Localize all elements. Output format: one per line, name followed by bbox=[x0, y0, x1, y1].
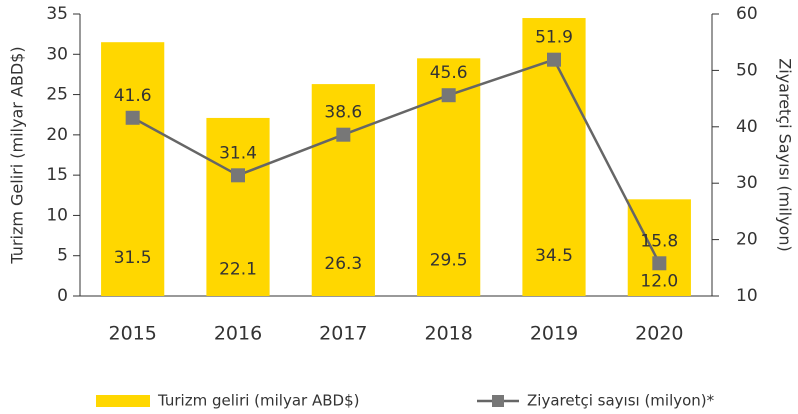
y2-tick-label: 60 bbox=[736, 4, 758, 24]
bar bbox=[311, 84, 375, 297]
y-tick-label: 10 bbox=[46, 205, 68, 225]
line-value-label: 15.8 bbox=[640, 231, 678, 251]
y2-tick-label: 30 bbox=[736, 173, 758, 193]
x-tick-label: 2020 bbox=[635, 323, 683, 345]
line-value-label: 51.9 bbox=[535, 28, 573, 48]
x-tick-label: 2015 bbox=[108, 323, 156, 345]
line-marker bbox=[441, 88, 456, 103]
line-marker bbox=[231, 168, 245, 183]
line-value-label: 31.4 bbox=[219, 143, 257, 163]
y-tick-label: 25 bbox=[46, 85, 68, 105]
line-marker bbox=[336, 127, 351, 142]
line-marker bbox=[125, 110, 140, 125]
legend-label: Ziyaretçi sayısı (milyon)* bbox=[527, 392, 715, 410]
bar-value-label: 12.0 bbox=[640, 271, 678, 291]
line bbox=[132, 58, 661, 264]
bar-value-label: 34.5 bbox=[535, 246, 573, 266]
y-tick-label: 15 bbox=[46, 165, 68, 185]
legend-label: Turizm geliri (milyar ABD$) bbox=[157, 392, 359, 410]
y-tick-label: 30 bbox=[46, 44, 68, 64]
x-tick-label: 2019 bbox=[530, 323, 578, 345]
y2-tick-label: 10 bbox=[736, 286, 758, 306]
y2-tick-label: 50 bbox=[736, 60, 758, 80]
bar-value-label: 26.3 bbox=[324, 254, 362, 274]
x-tick-label: 2016 bbox=[214, 323, 262, 345]
y2-tick-label: 20 bbox=[736, 230, 758, 250]
y-tick-label: 20 bbox=[46, 125, 68, 145]
legend-swatch bbox=[96, 395, 150, 407]
y-tick-label: 35 bbox=[46, 4, 68, 24]
x-tick-label: 2018 bbox=[424, 323, 472, 345]
legend-marker bbox=[492, 395, 504, 407]
line-marker bbox=[547, 52, 561, 67]
y-tick-label: 5 bbox=[57, 246, 68, 266]
y2-tick-label: 40 bbox=[736, 117, 758, 137]
y2-axis-title: Ziyaretçi Sayısı (milyon) bbox=[776, 58, 795, 251]
bar bbox=[101, 42, 165, 297]
bar bbox=[627, 199, 691, 296]
bar-value-label: 29.5 bbox=[430, 250, 468, 270]
line-marker bbox=[652, 256, 667, 271]
y-axis-title: Turizm Geliri (milyar ABD$) bbox=[8, 46, 27, 264]
line-value-label: 45.6 bbox=[430, 63, 468, 83]
bar-value-label: 31.5 bbox=[114, 248, 152, 268]
bar bbox=[206, 117, 270, 297]
y-tick-label: 0 bbox=[57, 286, 68, 306]
line-value-label: 41.6 bbox=[114, 86, 152, 106]
line-value-label: 38.6 bbox=[324, 103, 362, 123]
x-tick-label: 2017 bbox=[319, 323, 367, 345]
bar-value-label: 22.1 bbox=[219, 259, 257, 279]
